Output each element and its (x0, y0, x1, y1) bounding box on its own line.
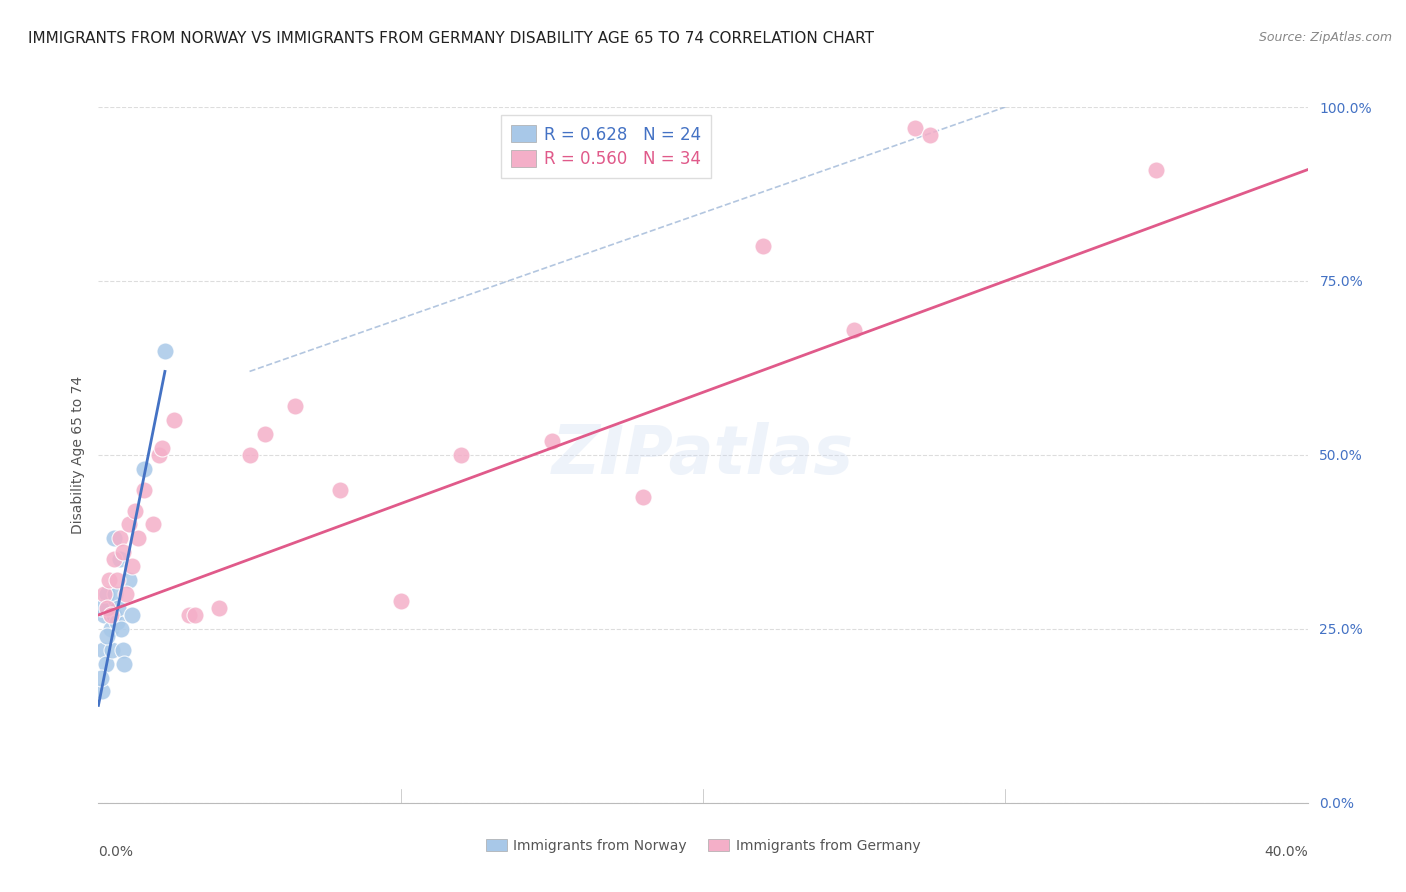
Legend: Immigrants from Norway, Immigrants from Germany: Immigrants from Norway, Immigrants from … (479, 833, 927, 858)
Point (118, 573, 141, 587)
Text: 40.0%: 40.0% (1264, 845, 1308, 858)
Point (1146, 162, 1168, 177)
Point (94, 657, 117, 671)
Point (105, 615, 128, 629)
Point (163, 413, 186, 427)
Point (121, 607, 143, 622)
Text: 0.0%: 0.0% (98, 845, 134, 858)
Point (121, 559, 143, 574)
Point (918, 128, 941, 142)
Point (179, 607, 201, 622)
Point (118, 517, 141, 532)
Text: IMMIGRANTS FROM NORWAY VS IMMIGRANTS FROM GERMANY DISABILITY AGE 65 TO 74 CORREL: IMMIGRANTS FROM NORWAY VS IMMIGRANTS FRO… (28, 31, 875, 46)
Point (93, 587, 115, 601)
Point (132, 462, 155, 476)
Point (101, 642, 124, 657)
Text: ZIPatlas: ZIPatlas (553, 422, 853, 488)
Point (93, 607, 115, 622)
Point (184, 607, 207, 622)
Point (153, 343, 176, 358)
Point (112, 657, 135, 671)
Point (110, 622, 132, 636)
Point (540, 434, 562, 448)
Point (904, 120, 927, 135)
Point (103, 607, 125, 622)
Point (91, 642, 114, 657)
Point (96, 629, 118, 643)
Point (150, 441, 173, 455)
Point (96, 601, 118, 615)
Point (96, 587, 118, 601)
Point (90, 601, 112, 615)
Point (111, 642, 134, 657)
Point (111, 545, 134, 559)
Text: Source: ZipAtlas.com: Source: ZipAtlas.com (1258, 31, 1392, 45)
Point (752, 239, 775, 253)
Point (91, 684, 114, 698)
Point (450, 448, 472, 462)
Point (253, 427, 276, 442)
Y-axis label: Disability Age 65 to 74: Disability Age 65 to 74 (70, 376, 84, 534)
Point (98, 601, 121, 615)
Point (108, 532, 131, 546)
Point (98, 573, 121, 587)
Point (100, 622, 122, 636)
Point (142, 517, 165, 532)
Point (284, 399, 307, 413)
Point (107, 601, 129, 615)
Point (114, 587, 136, 601)
Point (105, 573, 128, 587)
Point (103, 552, 125, 566)
Point (631, 490, 654, 504)
Point (132, 483, 155, 497)
Point (208, 601, 231, 615)
Point (127, 532, 149, 546)
Point (103, 532, 125, 546)
Point (108, 552, 131, 566)
Point (148, 448, 170, 462)
Point (239, 448, 262, 462)
Point (100, 607, 122, 622)
Point (844, 323, 866, 337)
Point (104, 587, 127, 601)
Point (329, 483, 352, 497)
Point (389, 594, 412, 608)
Point (90, 671, 112, 685)
Point (124, 503, 146, 517)
